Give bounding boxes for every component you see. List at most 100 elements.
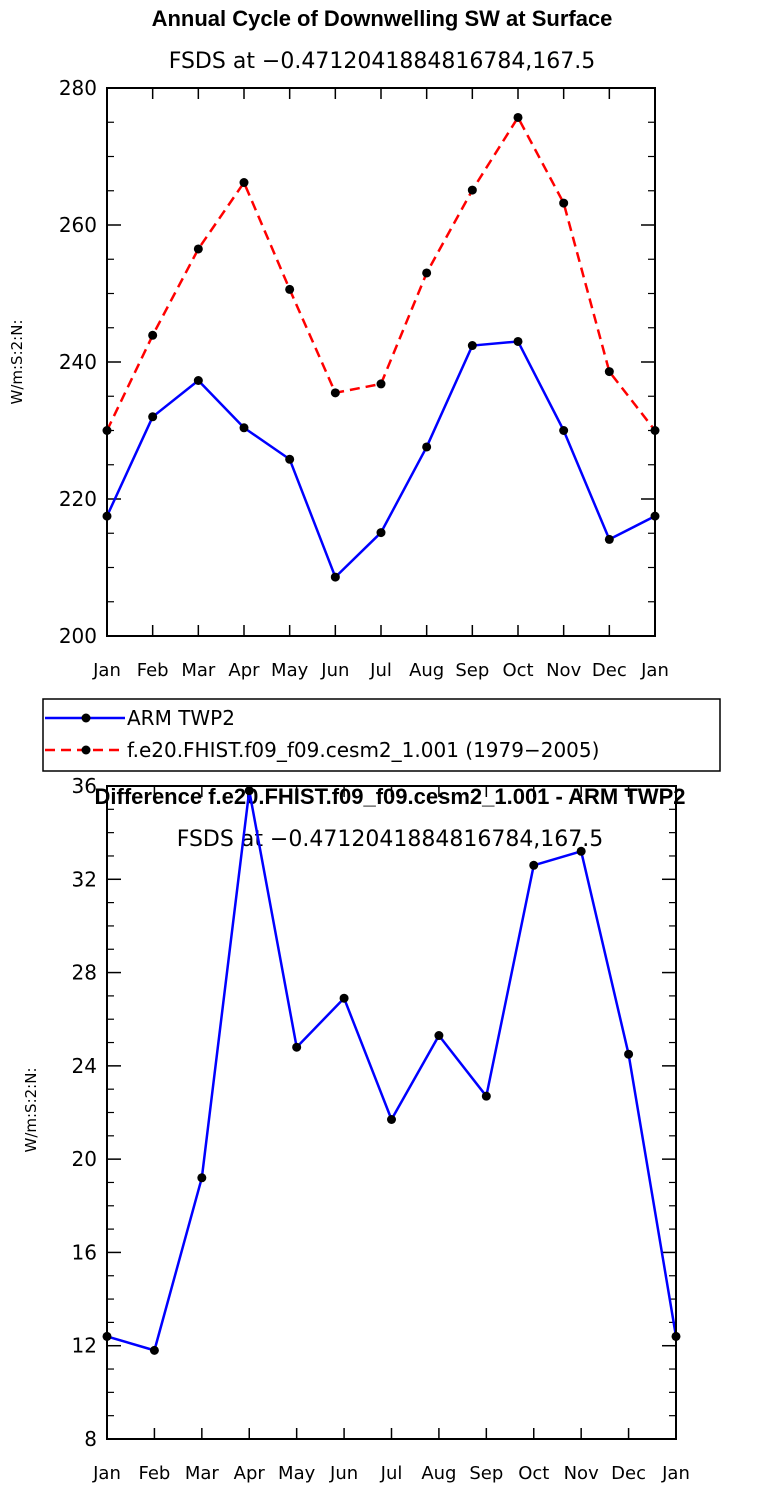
chart1-x-tick-label: May — [271, 660, 309, 681]
chart1-series-0-point — [376, 528, 386, 538]
chart1-y-tick-label: 220 — [59, 487, 97, 511]
chart2-title: Difference f.e20.FHIST.f09_f09.cesm2_1.0… — [95, 784, 686, 809]
chart2-y-tick-label: 32 — [72, 867, 97, 891]
chart2-y-axis-label: W/m:S:2:N: — [22, 1068, 40, 1153]
chart1-x-tick-label: Jan — [92, 660, 121, 681]
chart1-series-0-point — [559, 426, 569, 435]
chart1-series-points — [102, 112, 660, 582]
chart2-x-tick-label: Dec — [611, 1463, 646, 1484]
chart1-y-tick-labels: 200 220 240 260 280 — [59, 76, 97, 648]
chart1-series-0-point — [285, 454, 295, 464]
chart1-y-axis-label: W/m:S:2:N: — [8, 320, 26, 405]
chart1-series-1-point — [604, 367, 614, 377]
chart1-y-tick-label: 240 — [59, 350, 97, 374]
chart2-y-tick-label: 12 — [72, 1334, 97, 1358]
chart1-subtitle: FSDS at −0.4712041884816784,167.5 — [169, 49, 596, 74]
chart2-series-0-point — [292, 1042, 302, 1052]
chart1-series-1-point — [376, 379, 386, 389]
chart1-x-tick-labels: Jan Feb Mar Apr May Jun Jul Aug Sep Oct Nov Dec Jan — [92, 660, 669, 681]
chart2-ticks — [106, 785, 677, 1440]
chart2-series-lines — [106, 789, 678, 1352]
chart2-x-tick-label: Apr — [234, 1463, 266, 1484]
legend-label-cesm: f.e20.FHIST.f09_f09.cesm2_1.001 (1979−20… — [127, 738, 599, 762]
chart1-y-tick-label: 280 — [59, 76, 97, 100]
chart1-x-tick-label: Dec — [592, 660, 627, 681]
chart1-x-tick-label: Sep — [455, 660, 489, 681]
chart2-y-tick-label: 16 — [72, 1240, 97, 1264]
chart1-series-0-point — [330, 572, 340, 582]
chart1-plot-frame — [106, 87, 656, 637]
chart2-x-tick-label: Jan — [92, 1463, 121, 1484]
chart2-x-tick-label: Aug — [421, 1463, 456, 1484]
chart2-series-0-point — [339, 993, 349, 1003]
chart1-x-tick-label: Aug — [409, 660, 444, 681]
legend: ARM TWP2 f.e20.FHIST.f09_f09.cesm2_1.001… — [42, 698, 721, 772]
legend-entry-arm: ARM TWP2 — [45, 706, 235, 730]
chart2-series-points — [102, 786, 681, 1355]
chart1-series-1-point — [285, 284, 295, 294]
chart-difference: Difference f.e20.FHIST.f09_f09.cesm2_1.0… — [22, 774, 690, 1484]
chart1-series-1-point — [422, 268, 432, 278]
chart2-x-tick-label: Oct — [518, 1463, 549, 1484]
chart1-series-0-point — [239, 423, 249, 433]
chart1-series-1-point — [559, 198, 569, 208]
chart2-series-0-point — [576, 846, 586, 856]
chart1-ticks — [106, 87, 656, 637]
chart1-series-line-0 — [105, 340, 656, 579]
chart2-series-0-point — [149, 1345, 159, 1355]
chart1-series-0-point — [193, 375, 203, 385]
chart2-y-tick-label: 20 — [72, 1147, 97, 1171]
chart1-x-tick-label: Jul — [369, 660, 392, 681]
chart2-plot-frame — [106, 785, 677, 1440]
chart1-x-tick-label: Jun — [320, 660, 349, 681]
chart1-series-0-point — [422, 442, 432, 452]
chart2-series-line-0 — [106, 789, 678, 1352]
chart2-subtitle: FSDS at −0.4712041884816784,167.5 — [177, 827, 604, 852]
chart2-series-0-point — [434, 1031, 444, 1041]
chart2-x-tick-labels: Jan Feb Mar Apr May Jun Jul Aug Sep Oct Nov Dec Jan — [92, 1463, 690, 1484]
legend-box — [42, 698, 721, 772]
chart1-series-1-point — [467, 185, 477, 195]
chart2-series-0-point — [481, 1091, 491, 1101]
chart1-y-tick-label: 200 — [59, 624, 97, 648]
chart1-x-tick-label: Oct — [502, 660, 533, 681]
chart-annual-cycle: Annual Cycle of Downwelling SW at Surfac… — [8, 6, 669, 681]
chart1-x-tick-label: Nov — [546, 660, 581, 681]
chart2-y-tick-labels: 8 12 16 20 24 28 32 36 — [72, 774, 97, 1451]
legend-marker-cesm — [81, 745, 91, 755]
chart1-y-tick-label: 260 — [59, 213, 97, 237]
chart2-y-tick-label: 28 — [72, 961, 97, 985]
chart2-x-tick-label: Jan — [661, 1463, 690, 1484]
chart1-series-1-point — [148, 330, 158, 340]
chart1-title: Annual Cycle of Downwelling SW at Surfac… — [152, 6, 613, 31]
chart2-x-tick-label: Sep — [469, 1463, 503, 1484]
legend-entry-cesm: f.e20.FHIST.f09_f09.cesm2_1.001 (1979−20… — [45, 738, 599, 762]
chart1-x-tick-label: Mar — [181, 660, 216, 681]
chart1-x-tick-label: Apr — [228, 660, 260, 681]
chart2-x-tick-label: Jul — [380, 1463, 403, 1484]
chart2-x-tick-label: Jun — [329, 1463, 358, 1484]
chart1-series-0-point — [467, 341, 477, 351]
chart2-y-tick-label: 36 — [72, 774, 97, 798]
chart2-y-tick-label: 8 — [84, 1427, 97, 1451]
chart2-x-tick-label: Nov — [564, 1463, 599, 1484]
chart2-series-0-point — [197, 1173, 207, 1183]
chart1-x-tick-label: Jan — [640, 660, 669, 681]
chart2-x-tick-label: Feb — [138, 1463, 170, 1484]
chart2-series-0-point — [624, 1049, 634, 1059]
chart2-x-tick-label: Mar — [185, 1463, 220, 1484]
legend-label-arm: ARM TWP2 — [127, 706, 235, 730]
chart2-series-0-point — [387, 1114, 396, 1124]
chart2-series-0-point — [244, 786, 254, 796]
chart1-series-1-point — [193, 244, 203, 254]
chart1-series-1-point — [330, 388, 340, 398]
chart1-series-1-point — [513, 112, 523, 122]
legend-marker-arm — [81, 713, 91, 723]
chart1-series-0-point — [148, 412, 158, 422]
chart1-x-tick-label: Feb — [137, 660, 169, 681]
chart2-y-tick-label: 24 — [72, 1054, 97, 1078]
chart1-series-lines — [105, 116, 656, 579]
chart2-x-tick-label: May — [278, 1463, 316, 1484]
chart1-series-1-point — [239, 178, 249, 188]
